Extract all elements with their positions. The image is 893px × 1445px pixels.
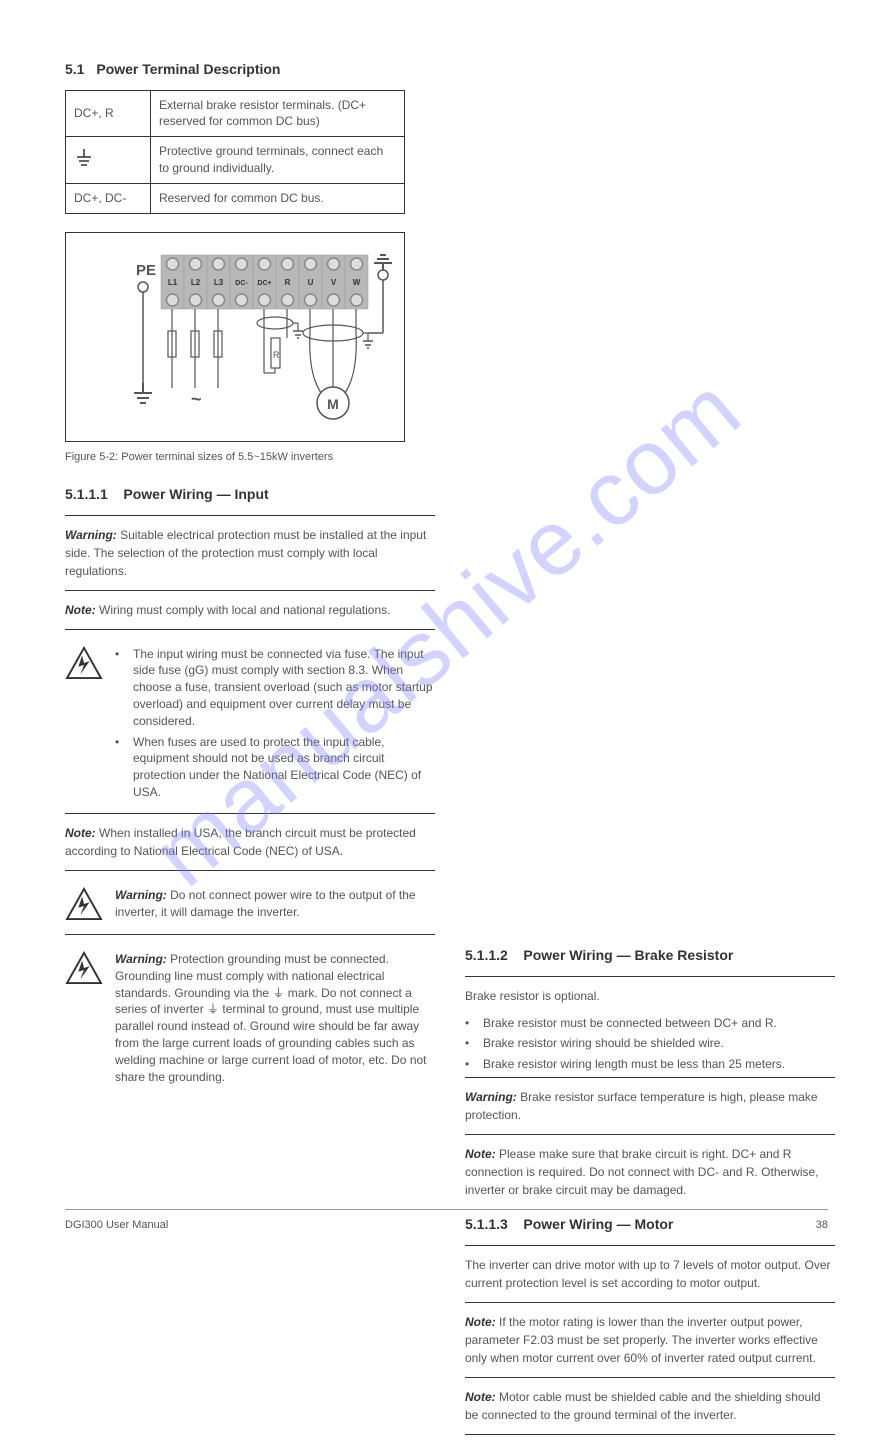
table-cell: DC+, DC- <box>66 183 151 213</box>
bullet-text: Brake resistor wiring should be shielded… <box>483 1035 724 1052</box>
table-cell: DC+, R <box>66 90 151 137</box>
svg-text:R: R <box>285 278 291 287</box>
bullet-item: • The input wiring must be connected via… <box>115 646 435 730</box>
note-4: Note: Please make sure that brake circui… <box>465 1145 835 1199</box>
note-label: Note: <box>465 1147 496 1161</box>
section-51-header: 5.1 Power Terminal Description <box>65 60 435 80</box>
note-text: If the motor rating is lower than the in… <box>465 1315 818 1365</box>
warning2-content: Warning: Do not connect power wire to th… <box>115 887 435 926</box>
table-cell: Protective ground terminals, connect eac… <box>151 137 405 184</box>
note-text: Please make sure that brake circuit is r… <box>465 1147 819 1197</box>
bullet-text: Brake resistor must be connected between… <box>483 1015 777 1032</box>
warning-text: Suitable electrical protection must be i… <box>65 528 426 578</box>
svg-text:DC+: DC+ <box>257 280 271 287</box>
table-cell-ground <box>66 137 151 184</box>
warning-block-3: Warning: Do not connect power wire to th… <box>65 881 435 926</box>
left-column: 5.1 Power Terminal Description DC+, R Ex… <box>65 60 435 1445</box>
diagram-svg: PE L1 L2 <box>76 243 396 433</box>
svg-text:U: U <box>308 278 314 287</box>
table-cell: External brake resistor terminals. (DC+ … <box>151 90 405 137</box>
figure-caption: Figure 5-2: Power terminal sizes of 5.5~… <box>65 450 435 465</box>
divider <box>465 1134 835 1135</box>
warning-text: Brake resistor surface temperature is hi… <box>465 1090 818 1122</box>
terminal-description-table: DC+, R External brake resistor terminals… <box>65 90 405 214</box>
hazard-triangle-icon <box>65 887 105 926</box>
section-5112-number: 5.1.1.2 <box>465 947 508 963</box>
section-5111-header: 5.1.1.1 Power Wiring — Input <box>65 485 435 505</box>
motor-text: The inverter can drive motor with up to … <box>465 1256 835 1292</box>
note-label: Note: <box>65 603 96 617</box>
hazard-triangle-icon <box>65 951 105 1085</box>
note-3: Note: When installed in USA, the branch … <box>65 824 435 860</box>
brake-text: Brake resistor is optional. <box>465 987 835 1005</box>
svg-text:L2: L2 <box>191 278 201 287</box>
bullet-text: The input wiring must be connected via f… <box>133 646 435 730</box>
note-6: Note: Motor cable must be shielded cable… <box>465 1388 835 1424</box>
warning-label: Warning: <box>465 1090 517 1104</box>
section-5112-header: 5.1.1.2 Power Wiring — Brake Resistor <box>465 946 835 966</box>
note-1: Note: Wiring must comply with local and … <box>65 601 435 619</box>
svg-text:DC-: DC- <box>235 280 248 287</box>
warning-block-4: Warning: Protection grounding must be co… <box>65 945 435 1085</box>
divider <box>65 813 435 814</box>
warning-block-2: • The input wiring must be connected via… <box>65 640 435 805</box>
section-51-number: 5.1 <box>65 61 84 77</box>
section-5112-title: Power Wiring — Brake Resistor <box>523 947 733 963</box>
bullet-item: • Brake resistor wiring should be shield… <box>465 1035 835 1052</box>
table-row: Protective ground terminals, connect eac… <box>66 137 405 184</box>
note-label: Note: <box>465 1390 496 1404</box>
table-row: DC+, R External brake resistor terminals… <box>66 90 405 137</box>
divider <box>465 1302 835 1303</box>
bullet-item: • Brake resistor wiring length must be l… <box>465 1056 835 1073</box>
divider <box>65 934 435 935</box>
table-row: DC+, DC- Reserved for common DC bus. <box>66 183 405 213</box>
svg-text:L1: L1 <box>168 278 178 287</box>
bullet-item: • When fuses are used to protect the inp… <box>115 734 435 801</box>
divider <box>465 1377 835 1378</box>
right-column: 5.1.1.2 Power Wiring — Brake Resistor Br… <box>465 60 835 1445</box>
warning-label: Warning: <box>115 888 167 902</box>
note-text: When installed in USA, the branch circui… <box>65 826 416 858</box>
warning3-content: Warning: Protection grounding must be co… <box>115 951 435 1085</box>
table-cell: Reserved for common DC bus. <box>151 183 405 213</box>
svg-text:V: V <box>331 278 337 287</box>
note-label: Note: <box>465 1315 496 1329</box>
warning-text: Protection grounding must be connected. … <box>115 952 427 1084</box>
warning-4: Warning: Brake resistor surface temperat… <box>465 1088 835 1124</box>
section-5111-title: Power Wiring — Input <box>123 486 268 502</box>
svg-text:~: ~ <box>191 389 202 409</box>
divider <box>65 629 435 630</box>
svg-text:PE: PE <box>136 262 156 279</box>
note-label: Note: <box>65 826 96 840</box>
svg-text:W: W <box>353 278 361 287</box>
divider <box>465 1245 835 1246</box>
wiring-diagram: PE L1 L2 <box>65 232 405 442</box>
divider <box>65 590 435 591</box>
bullet-text: Brake resistor wiring length must be les… <box>483 1056 785 1073</box>
warning-label: Warning: <box>65 528 117 542</box>
warning-1: Warning: Suitable electrical protection … <box>65 526 435 580</box>
svg-text:L3: L3 <box>214 278 224 287</box>
footer-left: DGI300 User Manual <box>65 1218 168 1233</box>
divider <box>65 870 435 871</box>
note-5: Note: If the motor rating is lower than … <box>465 1313 835 1367</box>
note-text: Motor cable must be shielded cable and t… <box>465 1390 821 1422</box>
section-5111-number: 5.1.1.1 <box>65 486 108 502</box>
warning-label: Warning: <box>115 952 167 966</box>
ground-icon <box>74 149 94 167</box>
hazard-triangle-icon <box>65 646 105 805</box>
bullet-item: • Brake resistor must be connected betwe… <box>465 1015 835 1032</box>
divider <box>465 1434 835 1435</box>
divider <box>465 1077 835 1078</box>
section-51-title: Power Terminal Description <box>96 61 280 77</box>
divider <box>465 976 835 977</box>
page-footer: DGI300 User Manual 38 <box>65 1209 828 1233</box>
note-text: Wiring must comply with local and nation… <box>99 603 390 617</box>
bullet-text: When fuses are used to protect the input… <box>133 734 435 801</box>
footer-right: 38 <box>816 1218 828 1233</box>
svg-text:M: M <box>327 396 339 412</box>
svg-text:R: R <box>273 350 280 360</box>
divider <box>65 515 435 516</box>
note2-content: • The input wiring must be connected via… <box>115 646 435 805</box>
